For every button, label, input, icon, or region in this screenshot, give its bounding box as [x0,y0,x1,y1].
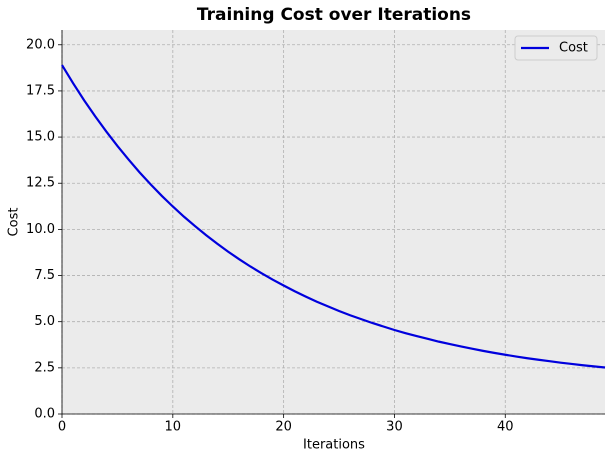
x-tick-label: 40 [497,420,514,435]
x-tick-label: 10 [165,420,182,435]
y-tick-label: 17.5 [26,83,55,98]
y-tick-label: 7.5 [34,268,55,283]
plot-area [62,30,605,414]
line [61,64,606,369]
chart-title: Training Cost over Iterations [197,5,471,25]
x-tick-label: 0 [58,420,66,435]
y-tick-label: 20.0 [26,37,55,52]
y-axis-label: Cost [7,208,22,237]
x-axis-label: Iterations [303,438,365,453]
y-tick-label: 12.5 [26,176,55,191]
legend-label: Cost [559,41,588,56]
y-tick-label: 10.0 [26,222,55,237]
legend-box [514,35,598,61]
y-tick-label: 5.0 [34,314,55,329]
y-tick-label: 2.5 [34,360,55,375]
x-tick-label: 20 [275,420,292,435]
x-tick-label: 30 [386,420,403,435]
y-tick-label: 0.0 [34,407,55,422]
y-tick-label: 15.0 [26,130,55,145]
